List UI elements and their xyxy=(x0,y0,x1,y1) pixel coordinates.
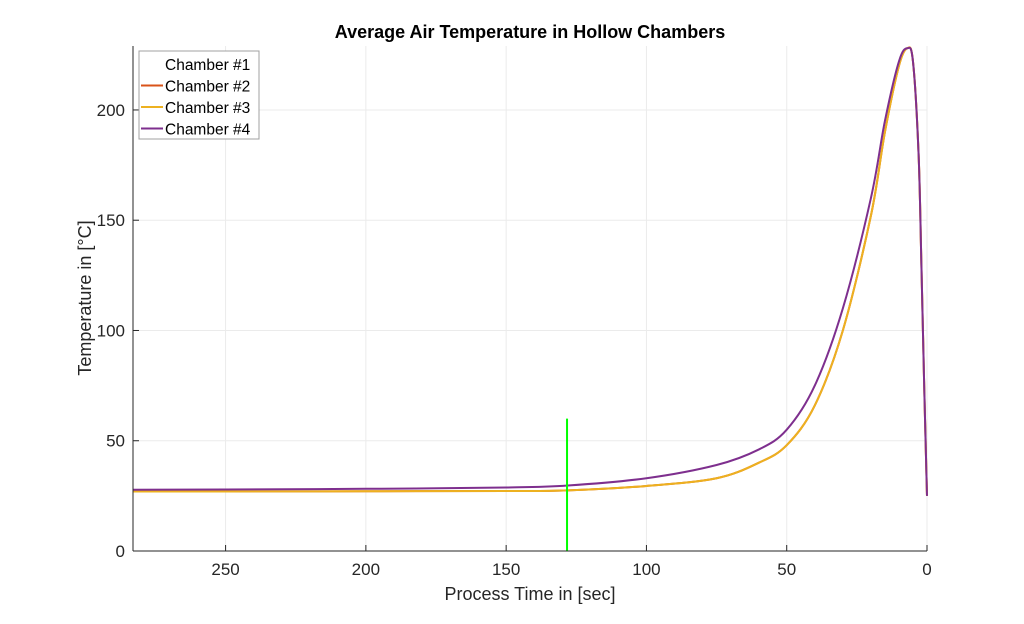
legend-box xyxy=(138,50,260,140)
x-tick-label: 200 xyxy=(352,560,380,579)
y-tick-label: 150 xyxy=(97,211,125,230)
x-tick-label: 150 xyxy=(492,560,520,579)
chart-title: Average Air Temperature in Hollow Chambe… xyxy=(335,22,725,42)
x-axis-label: Process Time in [sec] xyxy=(444,584,615,604)
legend-label: Chamber #4 xyxy=(165,122,251,139)
y-tick-label: 50 xyxy=(106,432,125,451)
y-tick-label: 200 xyxy=(97,101,125,120)
legend-label: Chamber #3 xyxy=(165,100,250,117)
legend: Chamber #1 Chamber #2 Chamber #3 Chamber #4 xyxy=(138,50,260,140)
y-axis-label: Temperature in [°C] xyxy=(75,220,95,375)
x-tick-label: 0 xyxy=(922,560,931,579)
x-tick-label: 250 xyxy=(211,560,239,579)
legend-label: Chamber #1 xyxy=(165,57,250,74)
x-tick-label: 100 xyxy=(632,560,660,579)
ticks: 250 200 150 100 50 0 0 50 100 150 200 xyxy=(97,101,932,579)
plot-area xyxy=(132,46,928,551)
axes xyxy=(132,46,927,552)
legend-label: Chamber #2 xyxy=(165,79,250,96)
x-tick-label: 50 xyxy=(777,560,796,579)
y-tick-label: 0 xyxy=(116,542,125,561)
y-tick-label: 100 xyxy=(97,321,125,340)
series-line-chamber-4 xyxy=(132,46,928,496)
